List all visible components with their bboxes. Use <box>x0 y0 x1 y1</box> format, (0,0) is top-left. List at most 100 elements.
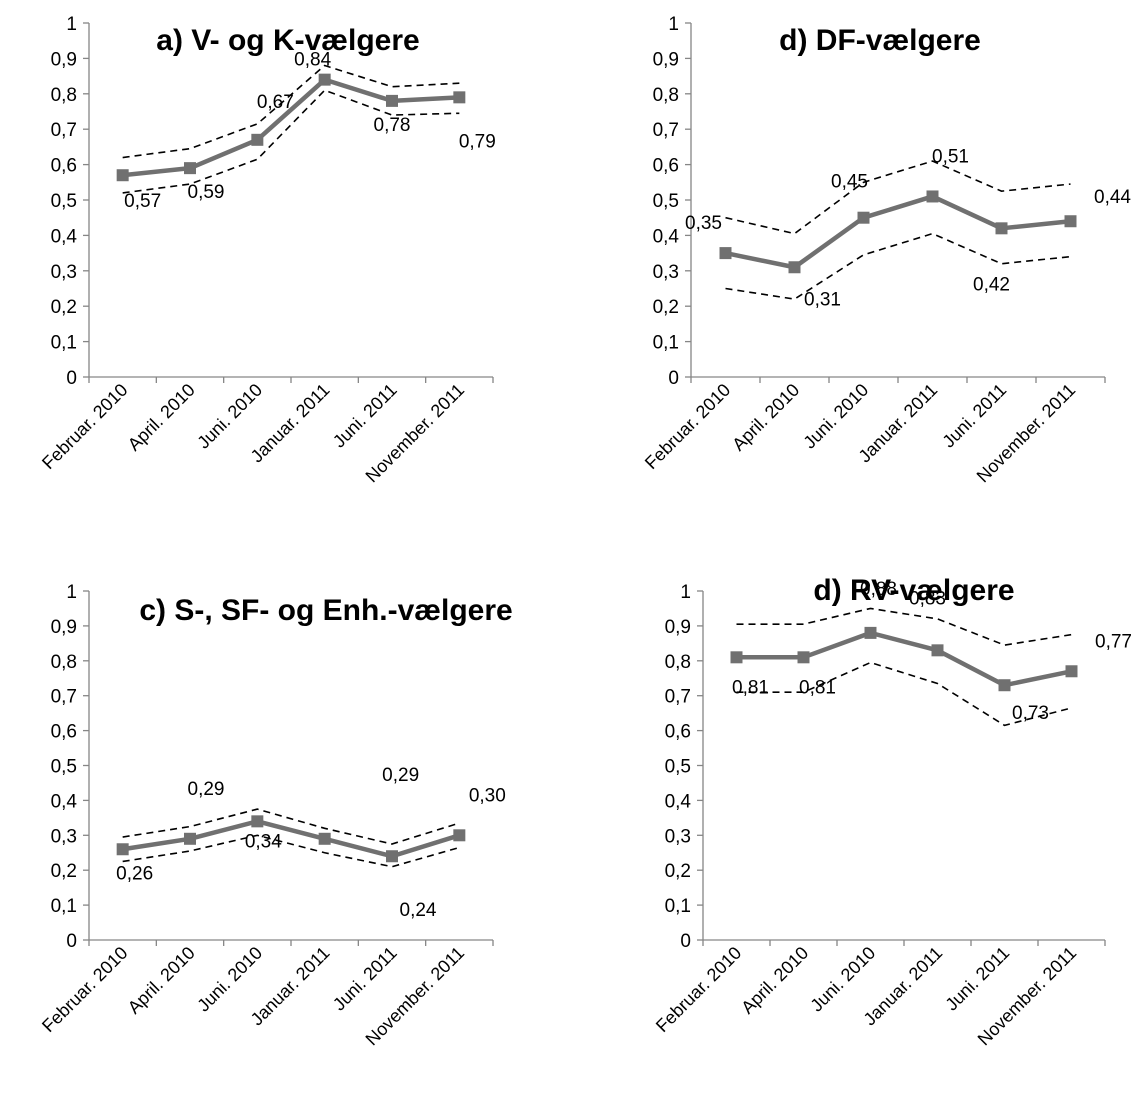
data-label: 0,81 <box>799 677 836 698</box>
y-tick-label: 0,5 <box>51 191 77 212</box>
chart-title: c) S-, SF- og Enh.-vælgere <box>139 594 512 627</box>
y-tick-label: 0 <box>66 368 77 389</box>
y-tick-label: 0,8 <box>653 85 679 106</box>
data-label: 0,83 <box>909 588 946 609</box>
data-point-marker <box>797 651 810 664</box>
y-tick-label: 0,4 <box>653 226 680 247</box>
data-label: 0,79 <box>459 131 496 152</box>
x-tick-label: April. 2010 <box>124 380 199 455</box>
x-tick-label: April. 2010 <box>737 943 812 1018</box>
data-label: 0,29 <box>188 779 225 800</box>
y-tick-label: 0,9 <box>51 49 77 70</box>
y-tick-label: 0,9 <box>51 617 77 638</box>
data-point-marker <box>251 815 264 828</box>
x-tick-label: Juni. 2010 <box>193 380 266 453</box>
data-point-marker <box>453 829 466 842</box>
series-line <box>725 194 1071 270</box>
y-tick-label: 1 <box>668 14 679 35</box>
data-label: 0,42 <box>973 274 1010 295</box>
data-label: 0,34 <box>245 831 282 852</box>
lower-bound-line <box>736 661 1072 727</box>
y-tick-label: 0,7 <box>51 120 77 141</box>
data-label: 0,24 <box>400 900 437 921</box>
upper-bound-line <box>122 64 460 159</box>
data-label: 0,59 <box>188 182 225 203</box>
y-tick-label: 0,8 <box>51 85 77 106</box>
data-point-marker <box>931 644 944 657</box>
data-point-marker <box>998 679 1011 692</box>
upper-bound-line <box>725 160 1071 235</box>
y-tick-label: 0,4 <box>51 791 78 812</box>
x-tick-label: Juni. 2010 <box>799 380 872 453</box>
data-label: 0,44 <box>1094 187 1131 208</box>
y-tick-label: 0,3 <box>665 826 691 847</box>
x-tick-label: April. 2010 <box>728 380 803 455</box>
data-point-marker <box>453 91 466 104</box>
data-label: 0,84 <box>294 50 331 71</box>
data-point-marker <box>864 626 877 639</box>
data-point-marker <box>788 261 801 274</box>
data-point-marker <box>116 169 129 182</box>
y-tick-label: 0,7 <box>51 687 77 708</box>
y-tick-label: 0,6 <box>665 722 691 743</box>
data-point-marker <box>857 211 870 224</box>
lower-bound-line <box>122 834 460 868</box>
chart-title: d) DF-vælgere <box>779 24 981 57</box>
data-label: 0,67 <box>257 92 294 113</box>
y-tick-label: 1 <box>680 582 691 603</box>
upper-bound-line <box>736 607 1072 646</box>
data-point-marker <box>995 222 1008 235</box>
y-tick-label: 0,2 <box>653 297 679 318</box>
data-label: 0,51 <box>932 146 969 167</box>
series-line <box>122 819 461 859</box>
data-point-marker <box>730 651 743 664</box>
data-point-marker <box>251 133 264 146</box>
chart-panel-1: a) V- og K-vælgere 0 0,1 0,2 0,3 0,4 0,5 0,6 0,7… <box>38 14 496 486</box>
y-tick-label: 0,1 <box>665 896 691 917</box>
data-point-marker <box>1065 665 1078 678</box>
y-tick-label: 0,2 <box>51 297 77 318</box>
data-label: 0,26 <box>116 863 153 884</box>
data-label: 0,88 <box>860 579 897 600</box>
data-point-marker <box>116 843 129 856</box>
data-point-marker <box>184 832 196 845</box>
y-tick-label: 0,7 <box>665 687 691 708</box>
y-tick-label: 0 <box>668 368 679 389</box>
chart-panel-3: c) S-, SF- og Enh.-vælgere 0 0,1 0,2 0,3 0,4 0… <box>38 582 513 1049</box>
y-tick-label: 0,5 <box>665 757 691 778</box>
y-tick-label: 1 <box>66 14 77 35</box>
y-tick-label: 0,9 <box>665 617 691 638</box>
data-label: 0,29 <box>382 765 419 786</box>
y-tick-label: 0,6 <box>51 156 77 177</box>
data-point-marker <box>318 832 331 845</box>
x-tick-label: Februar. 2010 <box>38 380 131 473</box>
data-point-marker <box>719 247 732 260</box>
chart-title: d) RV-vælgere <box>813 574 1014 607</box>
chart-panel-4: d) RV-vælgere 0 0,1 0,2 0,3 0,4 0,5 0,6 0,7 0,8 0,… <box>652 574 1132 1049</box>
y-tick-label: 0,4 <box>665 791 692 812</box>
y-tick-label: 0,7 <box>653 120 679 141</box>
data-point-marker <box>386 850 398 863</box>
y-tick-label: 0,3 <box>51 826 77 847</box>
data-label: 0,31 <box>804 289 841 310</box>
y-tick-label: 0,8 <box>51 652 77 673</box>
y-tick-label: 0,9 <box>653 49 679 70</box>
y-tick-label: 0,1 <box>51 333 77 354</box>
y-tick-label: 0,2 <box>665 861 691 882</box>
y-tick-label: 0,8 <box>665 652 691 673</box>
y-tick-label: 0 <box>680 931 691 952</box>
y-tick-label: 0,6 <box>51 722 77 743</box>
data-label: 0,77 <box>1095 631 1132 652</box>
upper-bound-line <box>122 808 460 845</box>
y-tick-label: 0,5 <box>51 757 77 778</box>
data-label: 0,81 <box>732 677 769 698</box>
x-tick-label: Juni. 2011 <box>329 943 401 1015</box>
y-tick-label: 0,3 <box>51 262 77 283</box>
y-tick-label: 0,1 <box>653 333 679 354</box>
y-tick-label: 0,6 <box>653 156 679 177</box>
y-tick-label: 0,1 <box>51 896 77 917</box>
data-label: 0,45 <box>831 172 868 193</box>
chart-panel-2: d) DF-vælgere 0 0,1 0,2 0,3 0,4 0,5 0,6 0,7 0,8 0,… <box>641 14 1131 486</box>
x-tick-label: Februar. 2010 <box>38 943 131 1036</box>
